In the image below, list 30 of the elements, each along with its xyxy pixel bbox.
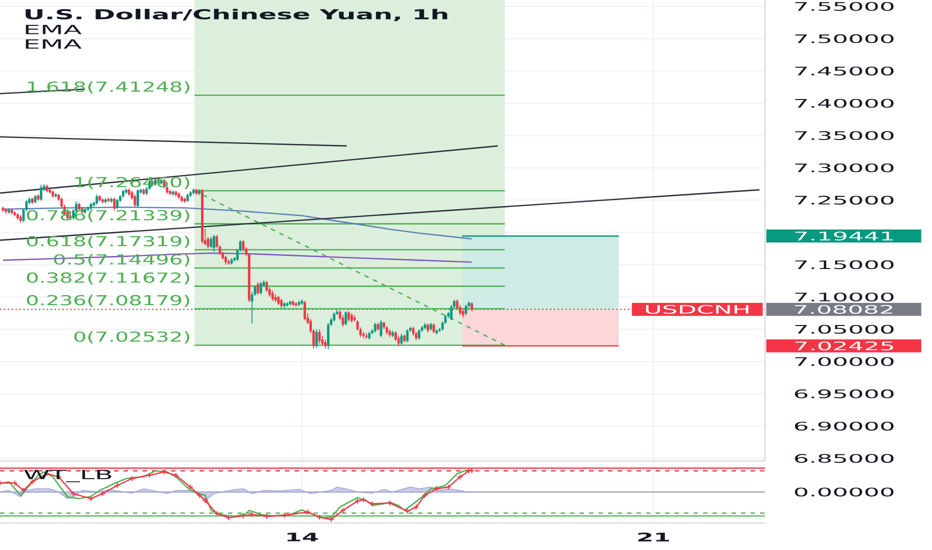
annotation: EMA — [26, 39, 82, 49]
series-label: 0.236(7.08179) — [26, 294, 190, 308]
y-tick-label: 7.50000 — [795, 34, 894, 44]
text: U.S. Dollar/Chinese Yuan, 1h — [26, 8, 448, 22]
y-tick-label: 7.19441 — [795, 232, 893, 240]
y-tick-label: 7.15000 — [795, 260, 894, 270]
y-tick-label: 6.95000 — [794, 389, 894, 398]
y-tick-label: 7.25000 — [795, 196, 894, 205]
y-tick-label: 7.10000 — [795, 292, 894, 302]
y-tick-label: 7.35000 — [795, 131, 894, 140]
x-tick-label: 21 — [638, 532, 669, 542]
series-label: 0.618(7.17319) — [26, 236, 190, 248]
y-tick-label: 7.30000 — [795, 163, 894, 172]
y-tick-label: 7.45000 — [795, 66, 894, 76]
y-tick-label: 7.02425 — [795, 341, 893, 350]
annotation: USDCNH — [646, 304, 748, 314]
y-tick-label: 7.00000 — [795, 357, 894, 366]
y-tick-label: 7.55000 — [795, 2, 894, 11]
ref-line-label: 0.00000 — [794, 488, 894, 496]
y-tick-label: 6.90000 — [794, 422, 894, 431]
annotation: EMA — [26, 24, 82, 34]
series-label: 1.618(7.41248) — [28, 81, 190, 94]
series-label: 0.382(7.11672) — [26, 272, 190, 284]
x-tick-label: 14 — [288, 532, 318, 542]
y-tick-label: 7.40000 — [795, 98, 894, 108]
series-label: 0.5(7.14496) — [54, 254, 190, 266]
y-tick-label: 7.05000 — [795, 324, 894, 334]
y-tick-label: 6.85000 — [794, 454, 894, 463]
series-label: 0(7.02532) — [74, 331, 190, 344]
ref-line-label: 7.08082 — [794, 304, 892, 314]
